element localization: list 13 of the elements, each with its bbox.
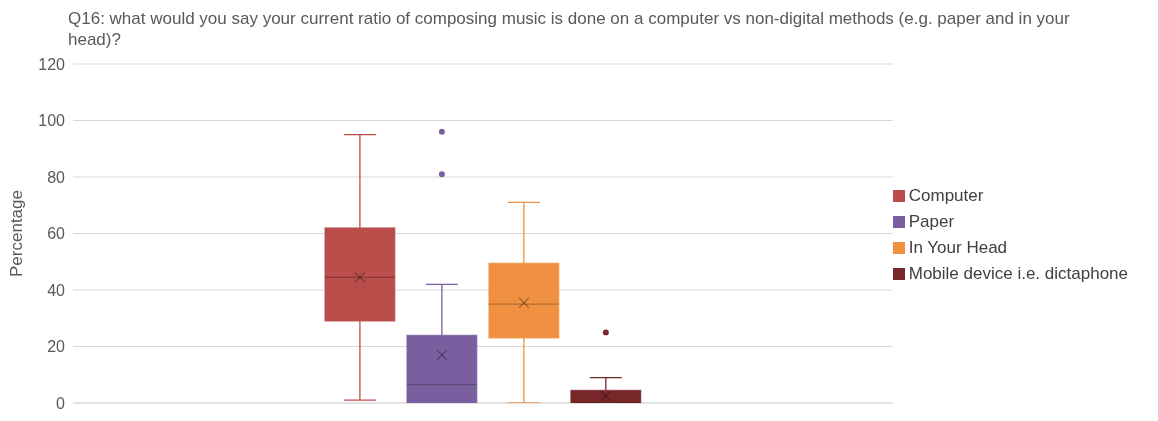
- y-tick-label: 0: [56, 394, 66, 412]
- chart-title: Q16: what would you say your current ratio of composing music is done on a computer vs non-digital methods (e.g. paper and in your head)?: [68, 8, 1071, 51]
- y-tick-label: 120: [38, 55, 66, 73]
- y-tick-label: 80: [47, 168, 66, 186]
- legend-label: In Your Head: [908, 237, 1008, 257]
- y-axis-title: Percentage: [7, 190, 27, 277]
- legend-label: Paper: [908, 211, 955, 231]
- y-tick-label: 20: [47, 338, 66, 356]
- y-tick-label: 60: [47, 225, 66, 243]
- y-tick-label: 100: [38, 112, 66, 130]
- legend-label: Computer: [908, 185, 984, 205]
- legend-label: Mobile device i.e. dictaphone: [908, 263, 1128, 283]
- y-tick-label: 40: [47, 281, 66, 299]
